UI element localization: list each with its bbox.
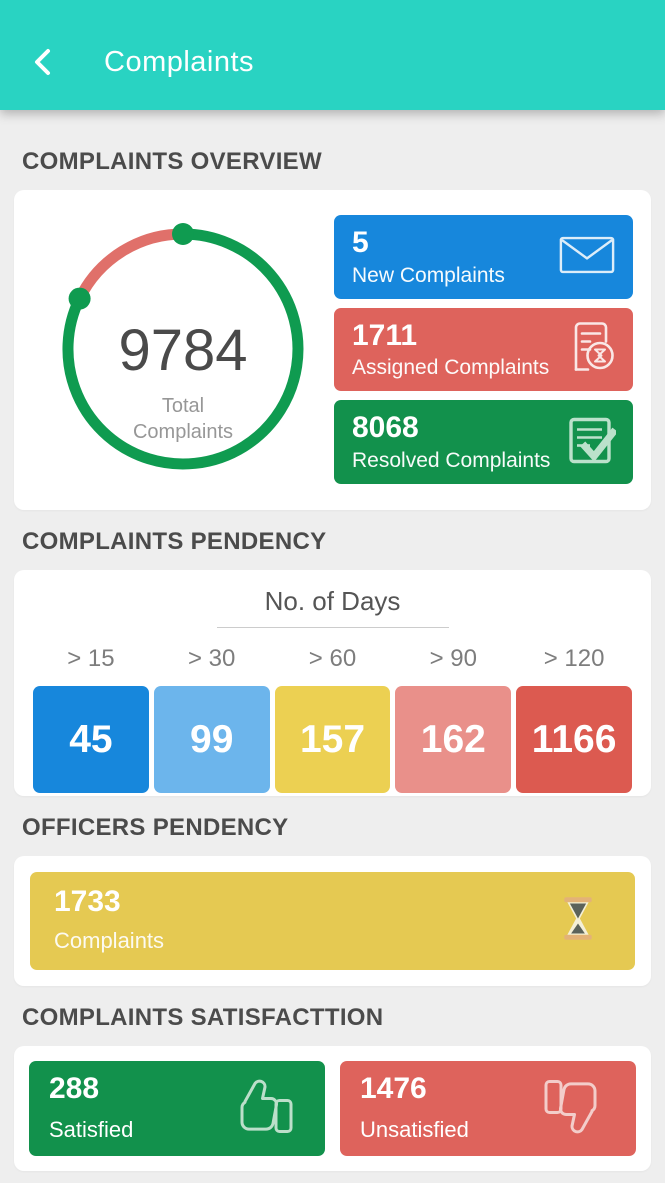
pendency-col-90: > 90 162 xyxy=(395,645,512,793)
total-complaints-value: 9784 xyxy=(118,318,247,383)
chevron-left-icon xyxy=(35,49,50,75)
page-title: Complaints xyxy=(104,45,255,78)
pendency-label-60: > 60 xyxy=(308,645,357,672)
pendency-tile-60[interactable]: 157 xyxy=(274,686,391,793)
total-complaints-donut: 9784 Total Complaints xyxy=(32,215,334,483)
unsatisfied-card[interactable]: 1476 Unsatisfied xyxy=(340,1061,636,1156)
new-complaints-card[interactable]: 5 New Complaints xyxy=(334,215,633,299)
satisfaction-section-heading: COMPLAINTS SATISFACTTION xyxy=(22,1004,384,1031)
resolved-complaints-label: Resolved Complaints xyxy=(352,448,551,472)
hourglass-icon xyxy=(563,894,593,949)
pendency-label-90: > 90 xyxy=(429,645,477,672)
days-title: No. of Days xyxy=(264,586,401,616)
officers-pendency-tile[interactable]: 1733 Complaints xyxy=(30,872,635,970)
resolved-complaints-card[interactable]: 8068 Resolved Complaints xyxy=(334,400,633,484)
donut-dot-left xyxy=(68,287,91,310)
envelope-icon xyxy=(558,232,616,281)
overview-stats-column: 5 New Complaints 1711 Assigned Complaint… xyxy=(334,215,633,484)
officers-pendency-label: Complaints xyxy=(54,928,165,953)
donut-green-arc xyxy=(62,228,304,470)
pendency-label-15: > 15 xyxy=(67,645,115,672)
pendency-label-120: > 120 xyxy=(543,645,605,672)
pendency-tile-15[interactable]: 45 xyxy=(33,686,149,793)
satisfaction-card: 288 Satisfied 1476 Unsatisfied xyxy=(14,1046,651,1171)
pendency-card: No. of Days > 15 45 > 30 99 > 60 157 > 9… xyxy=(14,570,651,796)
pendency-col-30: > 30 99 xyxy=(153,645,270,793)
satisfied-value: 288 xyxy=(49,1072,100,1105)
new-complaints-label: New Complaints xyxy=(352,263,505,287)
new-complaints-value: 5 xyxy=(352,226,369,259)
overview-card: 9784 Total Complaints 5 New Complaints xyxy=(14,190,651,510)
thumbs-up-icon xyxy=(229,1075,297,1142)
pendency-tile-120[interactable]: 1166 xyxy=(516,686,632,793)
pendency-columns: > 15 45 > 30 99 > 60 157 > 90 162 > 120 xyxy=(23,645,642,793)
officers-pendency-value: 1733 xyxy=(54,885,121,918)
pendency-col-15: > 15 45 xyxy=(33,645,149,793)
unsatisfied-label: Unsatisfied xyxy=(360,1117,469,1142)
days-title-underline xyxy=(216,627,449,628)
assigned-complaints-label: Assigned Complaints xyxy=(352,356,550,379)
pendency-tile-30[interactable]: 99 xyxy=(153,686,270,793)
resolved-check-icon xyxy=(566,413,618,470)
pendency-col-60: > 60 157 xyxy=(274,645,391,793)
pendency-col-120: > 120 1166 xyxy=(516,645,632,793)
satisfied-card[interactable]: 288 Satisfied xyxy=(29,1061,325,1156)
donut-chart: 9784 Total Complaints xyxy=(62,223,304,470)
unsatisfied-value: 1476 xyxy=(360,1072,427,1105)
back-button[interactable] xyxy=(30,42,64,82)
assigned-document-icon xyxy=(562,320,616,379)
app-header: Complaints xyxy=(0,0,665,110)
overview-section-heading: COMPLAINTS OVERVIEW xyxy=(22,148,322,175)
assigned-complaints-value: 1711 xyxy=(352,318,418,352)
pendency-label-30: > 30 xyxy=(188,645,236,672)
officers-card: 1733 Complaints xyxy=(14,856,651,986)
resolved-complaints-value: 8068 xyxy=(352,411,419,444)
donut-red-arc xyxy=(74,228,184,302)
donut-dot-top xyxy=(172,223,194,245)
pendency-tile-90[interactable]: 162 xyxy=(395,686,512,793)
officers-section-heading: OFFICERS PENDENCY xyxy=(22,814,289,841)
thumbs-down-icon xyxy=(540,1075,608,1142)
pendency-section-heading: COMPLAINTS PENDENCY xyxy=(22,528,327,555)
total-complaints-label-1: Total xyxy=(162,395,204,417)
assigned-complaints-card[interactable]: 1711 Assigned Complaints xyxy=(334,307,633,391)
total-complaints-label-2: Complaints xyxy=(133,421,233,443)
satisfied-label: Satisfied xyxy=(49,1117,134,1142)
